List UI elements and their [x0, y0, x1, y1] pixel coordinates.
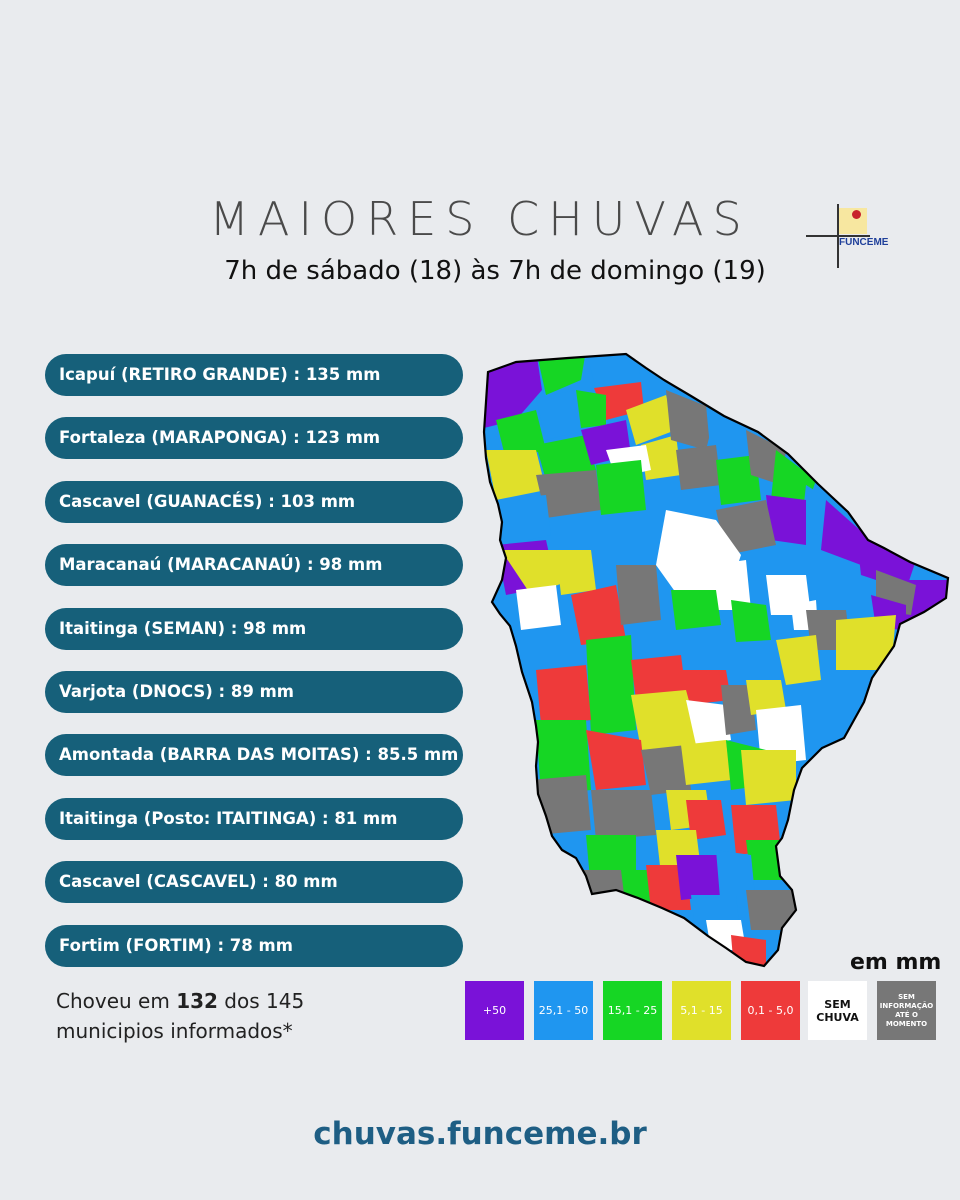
legend-class-0-5: 0,1 - 5,0 — [741, 981, 800, 1040]
ranking-item-8: Itaitinga (Posto: ITAITINGA) : 81 mm — [45, 797, 463, 840]
municipality-regions — [484, 354, 948, 966]
summary-count: 132 — [176, 989, 218, 1013]
summary-text: Choveu em 132 dos 145 municipios informa… — [56, 989, 305, 1043]
ranking-item-2: Fortaleza (MARAPONGA) : 123 mm — [45, 417, 463, 460]
ranking-item-9: Cascavel (CASCAVEL) : 80 mm — [45, 861, 463, 904]
ranking-item-6: Varjota (DNOCS) : 89 mm — [45, 670, 463, 713]
legend-class-over-50: +50 — [465, 981, 524, 1040]
ceara-rainfall-map — [482, 352, 950, 968]
legend-class-15-25: 15,1 - 25 — [603, 981, 662, 1040]
funceme-logo: FUNCEME — [806, 204, 898, 268]
legend-class-no-info: SEM INFORMAÇÃO ATÉ O MOMENTO — [877, 981, 936, 1040]
ranking-item-4: Maracanaú (MARACANAÚ) : 98 mm — [45, 544, 463, 587]
legend-class-25-50: 25,1 - 50 — [534, 981, 593, 1040]
rainfall-ranking: Icapuí (RETIRO GRANDE) : 135 mm Fortalez… — [45, 354, 463, 988]
legend-unit: em mm — [850, 950, 942, 975]
legend-class-no-rain: SEM CHUVA — [808, 981, 867, 1040]
page-title: MAIORES CHUVAS — [209, 192, 751, 246]
website-link[interactable]: chuvas.funceme.br — [313, 1116, 647, 1152]
ranking-item-7: Amontada (BARRA DAS MOITAS) : 85.5 mm — [45, 734, 463, 777]
ranking-item-10: Fortim (FORTIM) : 78 mm — [45, 924, 463, 967]
legend-class-5-15: 5,1 - 15 — [672, 981, 731, 1040]
logo-text: FUNCEME — [839, 237, 889, 248]
ranking-item-3: Cascavel (GUANACÉS) : 103 mm — [45, 480, 463, 523]
ranking-item-1: Icapuí (RETIRO GRANDE) : 135 mm — [45, 354, 463, 396]
ranking-item-5: Itaitinga (SEMAN) : 98 mm — [45, 607, 463, 650]
page-subtitle: 7h de sábado (18) às 7h de domingo (19) — [224, 256, 766, 286]
